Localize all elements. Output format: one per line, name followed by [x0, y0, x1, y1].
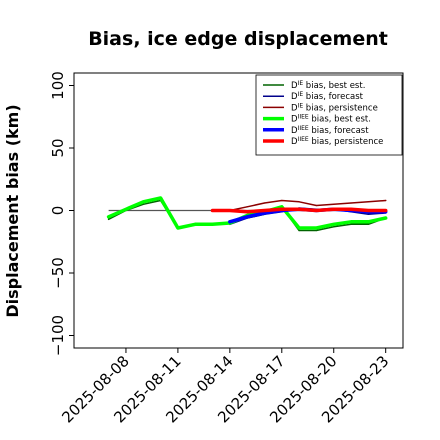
data-point-s3-8 [333, 203, 335, 205]
data-point-s5-3 [263, 212, 266, 214]
data-point-s1-12 [298, 229, 300, 232]
data-point-s4-5 [177, 227, 179, 229]
data-point-s3-5 [281, 199, 283, 202]
y-tick-label-2: −50 [49, 257, 67, 289]
legend-label-6: DIIEE bias, persistence [291, 136, 383, 147]
data-point-s6-8 [333, 208, 335, 210]
legend: DIE bias, best est.DIE bias, forecastDIE… [255, 74, 403, 156]
data-point-s6-1 [211, 209, 214, 212]
data-point-s3-3 [246, 206, 248, 208]
y-tick-label-4: 50 [49, 138, 67, 157]
y-tick-label-1: −100 [49, 315, 67, 356]
data-point-s4-13 [315, 227, 318, 229]
data-point-s3-9 [350, 202, 352, 204]
data-point-s4-7 [211, 223, 214, 225]
data-point-s6-2 [229, 209, 231, 212]
data-point-s1-13 [315, 229, 318, 232]
y-axis-label: Displacement bias (km) [3, 104, 22, 317]
chart-title: Bias, ice edge displacement [88, 28, 388, 50]
legend-label-2: DIE bias, forecast [291, 91, 364, 102]
data-point-s4-1 [108, 216, 110, 218]
y-tick-label-3: 0 [49, 206, 67, 216]
data-point-s4-12 [298, 227, 300, 229]
data-point-s4-17 [385, 217, 387, 219]
data-point-s6-4 [263, 209, 266, 212]
legend-label-3: DIE bias, persistence [291, 102, 378, 113]
data-point-s6-10 [367, 209, 369, 212]
data-point-s1-15 [350, 223, 352, 225]
data-point-s4-3 [142, 201, 144, 203]
data-point-s1-3 [142, 203, 144, 205]
data-point-s4-16 [367, 221, 369, 223]
data-point-s3-4 [263, 202, 266, 204]
legend-label-1: DIE bias, best est. [291, 80, 365, 91]
y-tick-label-5: 100 [49, 71, 67, 100]
data-point-s3-10 [367, 201, 369, 203]
data-point-s4-14 [333, 223, 335, 225]
data-point-s3-7 [315, 204, 318, 207]
data-point-s6-11 [385, 209, 387, 212]
data-point-s1-16 [367, 223, 369, 225]
data-point-s6-9 [350, 208, 352, 210]
data-point-s4-6 [194, 223, 196, 225]
legend-box [255, 74, 403, 156]
data-point-s3-6 [298, 201, 300, 203]
data-point-s6-5 [281, 208, 283, 210]
data-point-s4-11 [281, 206, 283, 208]
data-point-s1-14 [333, 226, 335, 228]
data-point-s5-2 [246, 216, 248, 218]
data-point-s4-2 [125, 208, 127, 210]
data-point-s5-1 [229, 221, 231, 223]
legend-label-4: DIIEE bias, best est. [291, 114, 371, 125]
data-point-s4-4 [159, 197, 162, 199]
data-point-s4-15 [350, 221, 352, 223]
data-point-s1-1 [108, 218, 110, 220]
data-point-s6-6 [298, 208, 300, 210]
data-point-s3-11 [385, 199, 387, 202]
data-point-s2-9 [367, 213, 369, 215]
data-point-s6-3 [246, 211, 248, 213]
legend-label-5: DIIEE bias, forecast [291, 125, 369, 136]
data-point-s6-7 [315, 209, 318, 212]
